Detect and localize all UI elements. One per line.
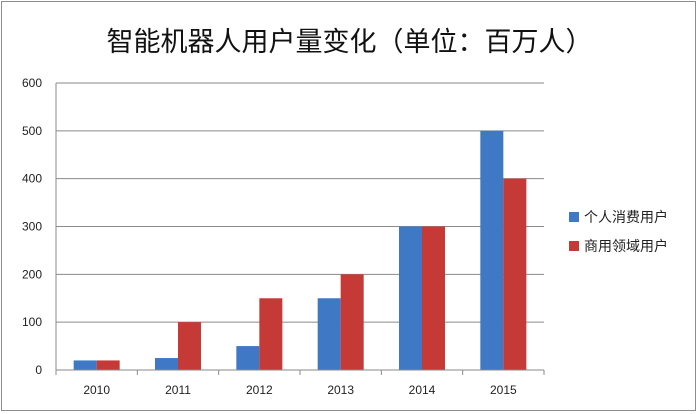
y-tick-label: 200 [22, 267, 42, 281]
x-tick-label: 2015 [490, 383, 517, 397]
y-tick-label: 100 [22, 315, 42, 329]
x-tick-label: 2013 [327, 383, 354, 397]
legend-label-personal: 个人消费用户 [584, 209, 668, 226]
bar-2015-commercial [503, 178, 527, 370]
y-tick-label: 0 [35, 363, 42, 377]
x-tick-label: 2010 [83, 383, 110, 397]
x-tick-label: 2011 [165, 383, 191, 397]
chart-title: 智能机器人用户量变化（单位：百万人） [106, 27, 593, 58]
bar-2011-commercial [178, 322, 201, 370]
legend-swatch-personal [569, 212, 579, 222]
x-axis: 2010 2011 2012 2013 2014 2015 [55, 369, 545, 397]
x-tick-label: 2012 [246, 383, 273, 397]
y-tick-label: 300 [22, 220, 42, 234]
bar-2013-commercial [340, 274, 364, 370]
bar-2010-commercial [96, 360, 120, 370]
bars [73, 130, 527, 370]
bar-2014-personal [399, 226, 422, 370]
bar-2013-personal [317, 298, 341, 370]
legend-swatch-commercial [569, 241, 579, 251]
bar-2014-commercial [422, 226, 445, 370]
y-axis: 0 100 200 300 400 500 600 [22, 76, 57, 377]
bar-2012-commercial [259, 298, 283, 370]
bar-2010-personal [73, 360, 97, 370]
legend-label-commercial: 商用领域用户 [584, 238, 668, 255]
bar-2015-personal [480, 130, 504, 370]
x-tick-label: 2014 [409, 383, 436, 397]
y-tick-label: 600 [22, 76, 42, 90]
bar-2011-personal [155, 358, 178, 370]
bar-2012-personal [236, 346, 260, 370]
y-tick-label: 400 [22, 172, 42, 186]
gridlines [56, 82, 544, 323]
y-tick-label: 500 [22, 124, 42, 138]
